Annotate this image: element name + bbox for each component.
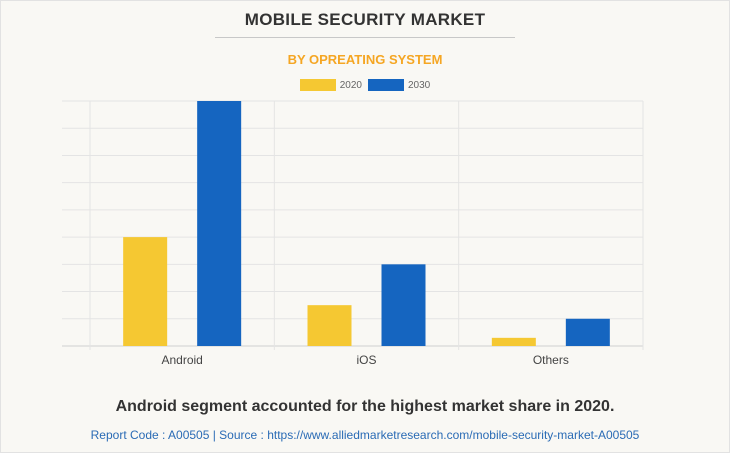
bar-others-2030 [565, 318, 610, 346]
chart-subtitle: BY OPREATING SYSTEM [287, 52, 443, 67]
bar-android-2030 [197, 101, 242, 346]
legend-label-2030: 2030 [408, 79, 431, 91]
legend-swatch-2030 [368, 79, 404, 91]
title-divider [215, 37, 515, 38]
legend-item-2020[interactable]: 2020 [299, 79, 362, 91]
legend: 2020 2030 [0, 79, 730, 91]
bar-ios-2020 [307, 305, 352, 346]
bar-ios-2030 [381, 264, 426, 346]
chart-headline: Android segment accounted for the highes… [115, 398, 615, 415]
bar-others-2020 [491, 337, 536, 346]
legend-label-2020: 2020 [339, 79, 362, 91]
bar-android-2020 [123, 237, 168, 346]
x-tick-label: Android [161, 353, 202, 367]
x-tick-label: iOS [356, 353, 376, 367]
chart-title: MOBILE SECURITY MARKET [244, 10, 486, 29]
source-line: Report Code : A00505 | Source : https://… [90, 428, 640, 442]
legend-swatch-2020 [299, 79, 336, 91]
x-tick-label: Others [533, 353, 569, 367]
legend-item-2030[interactable]: 2030 [368, 79, 430, 91]
